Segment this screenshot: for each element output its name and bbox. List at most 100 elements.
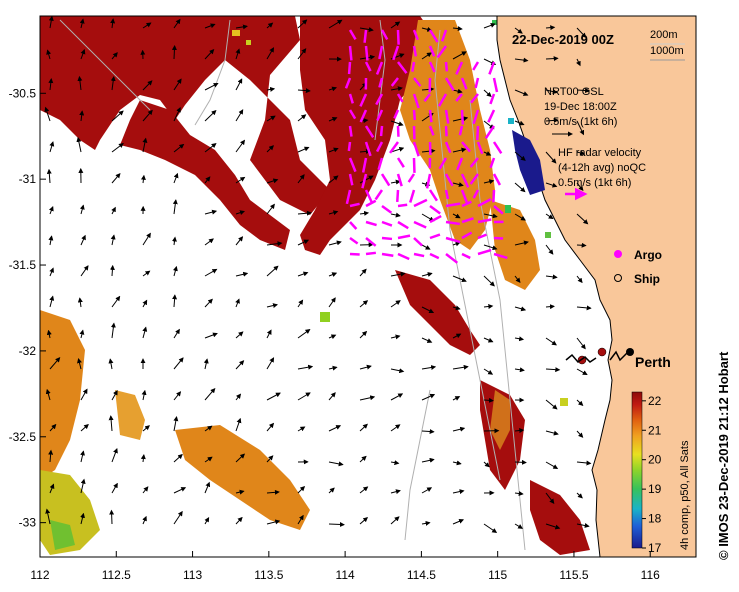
current-arrow	[576, 305, 592, 311]
colorbar-tick-label: 22	[648, 394, 662, 408]
current-arrow	[204, 109, 217, 122]
current-arrow	[545, 244, 554, 255]
current-arrow	[390, 146, 405, 153]
colorbar-tick-label: 17	[648, 541, 662, 555]
current-arrow	[452, 426, 466, 432]
hf-radar-arrow	[484, 125, 496, 139]
hf-radar-arrow	[348, 29, 357, 40]
hf-radar-arrow	[348, 93, 354, 104]
ship-label: Ship	[634, 272, 660, 286]
current-arrow	[483, 303, 494, 309]
current-arrow	[545, 461, 559, 469]
current-arrow	[545, 492, 555, 504]
current-arrow	[328, 522, 345, 527]
current-arrow	[111, 173, 121, 184]
current-arrow	[514, 27, 523, 34]
current-arrow	[49, 141, 55, 153]
current-arrow	[77, 75, 83, 91]
current-arrow	[421, 393, 436, 401]
current-arrow	[266, 489, 280, 495]
current-arrow	[328, 272, 338, 277]
current-arrow	[173, 143, 185, 153]
current-arrow	[421, 365, 437, 370]
current-arrow	[452, 489, 465, 495]
current-arrow	[171, 44, 177, 60]
ship-marker-2[interactable]	[597, 347, 607, 357]
current-arrow	[514, 213, 526, 221]
current-arrow	[452, 241, 461, 247]
current-arrow	[109, 264, 115, 277]
current-arrow	[421, 272, 433, 277]
current-arrow	[204, 176, 211, 184]
hf-radar-arrow	[379, 125, 384, 137]
current-arrow	[173, 453, 183, 463]
current-arrow	[390, 21, 401, 29]
current-arrow	[266, 115, 276, 122]
current-arrow	[204, 298, 213, 308]
hf-radar-arrow	[345, 189, 352, 205]
current-arrow	[142, 515, 147, 525]
current-arrow	[452, 333, 462, 339]
current-arrow	[173, 78, 182, 91]
current-arrow	[545, 213, 554, 220]
current-arrow	[359, 364, 372, 370]
hf-radar-arrow	[461, 252, 471, 260]
hf-radar-arrow	[361, 173, 368, 189]
current-arrow	[79, 329, 85, 339]
perth-marker[interactable]	[626, 348, 634, 356]
hf-radar-arrow	[461, 217, 474, 224]
hf-radar-arrow	[364, 141, 372, 157]
current-arrow	[80, 388, 88, 401]
colorbar-title: 4h comp, p50, All Sats	[679, 440, 691, 550]
current-arrow	[235, 417, 242, 432]
hf-radar-arrow	[440, 29, 448, 42]
x-tick-label: 113	[183, 568, 202, 582]
current-arrow	[421, 487, 433, 494]
current-arrow	[297, 88, 311, 94]
current-arrow	[44, 106, 51, 122]
current-arrow	[514, 367, 525, 373]
hf-radar-arrow	[444, 189, 450, 200]
current-arrow	[452, 147, 467, 153]
current-arrow	[514, 240, 529, 246]
current-arrow	[266, 329, 272, 339]
current-arrow	[266, 145, 275, 153]
hf-radar-arrow	[381, 204, 393, 214]
hf-radar-arrow	[380, 173, 391, 187]
hf-radar-arrow	[413, 237, 423, 247]
x-tick-label: 115.5	[559, 568, 588, 582]
hf-radar-arrow	[390, 77, 399, 87]
hf-radar-arrow	[365, 199, 377, 208]
current-arrow	[45, 508, 51, 525]
current-arrow	[297, 329, 311, 339]
hf-radar-arrow	[381, 252, 394, 258]
current-arrow	[266, 241, 283, 247]
current-arrow	[80, 49, 86, 60]
current-arrow	[452, 213, 461, 219]
current-arrow	[359, 517, 369, 525]
current-arrow	[46, 49, 52, 60]
hf-radar-arrow	[378, 45, 384, 60]
current-arrow	[390, 271, 406, 277]
current-arrow	[421, 457, 435, 463]
current-arrow	[297, 485, 306, 494]
hf-radar-arrow	[472, 189, 480, 199]
current-arrow	[111, 482, 118, 494]
current-arrow	[266, 303, 279, 309]
hf-radar-arrow	[412, 93, 420, 109]
current-arrow	[359, 423, 368, 432]
current-arrow	[108, 358, 114, 370]
y-tick-label: -33	[19, 516, 37, 530]
current-arrow	[576, 213, 589, 225]
hf-radar-arrow	[409, 189, 416, 203]
x-tick-label: 114.5	[407, 568, 436, 582]
current-arrow	[421, 26, 433, 32]
current-arrow	[204, 425, 213, 432]
current-arrow	[452, 88, 463, 94]
current-arrow	[235, 393, 242, 401]
hf-radar-arrow	[477, 233, 487, 240]
current-arrow	[266, 357, 275, 370]
current-arrow	[266, 22, 274, 29]
current-arrow	[297, 146, 310, 153]
hf-radar-arrow	[458, 125, 464, 136]
